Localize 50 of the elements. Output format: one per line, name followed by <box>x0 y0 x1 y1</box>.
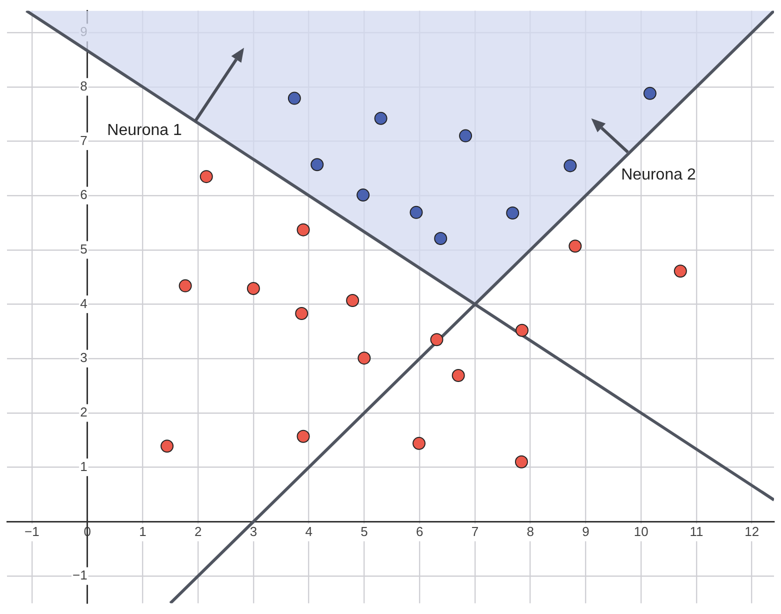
x-tick-label: 11 <box>690 524 704 540</box>
series-label: Neurona 1 <box>107 122 182 140</box>
y-tick-label: −1 <box>72 568 88 583</box>
point <box>506 206 520 220</box>
point <box>200 170 213 184</box>
point <box>160 440 174 453</box>
y-tick-label: 1 <box>80 458 88 474</box>
point <box>412 436 426 450</box>
x-tick-label: 9 <box>582 524 590 540</box>
y-tick-label: 7 <box>80 132 88 148</box>
y-tick-label: 3 <box>80 350 88 366</box>
point <box>410 206 423 219</box>
y-tick-label: 5 <box>80 242 88 257</box>
x-tick-label: −1 <box>24 524 40 540</box>
point <box>374 112 388 125</box>
point <box>434 232 448 246</box>
point <box>430 333 444 346</box>
point <box>459 129 472 142</box>
point <box>296 430 310 443</box>
x-tick-label: 6 <box>416 524 424 540</box>
x-tick-label: 4 <box>305 524 312 540</box>
point <box>178 279 192 292</box>
y-tick-label: 8 <box>80 78 88 94</box>
x-tick-label: 12 <box>744 524 760 540</box>
point <box>295 307 308 320</box>
point <box>514 455 528 468</box>
point <box>564 159 577 172</box>
point <box>356 188 370 202</box>
point <box>643 86 656 100</box>
x-tick-label: 7 <box>471 524 479 540</box>
point <box>310 158 324 172</box>
y-tick-label: 4 <box>80 296 88 311</box>
x-tick-label: 5 <box>360 524 368 540</box>
x-tick-label: 1 <box>139 524 146 540</box>
series-label: Neurona 2 <box>621 166 696 184</box>
x-tick-label: 2 <box>194 524 202 540</box>
point <box>452 368 465 382</box>
y-tick-label: 2 <box>80 404 88 420</box>
point <box>516 324 529 337</box>
point <box>246 282 260 296</box>
point <box>296 223 310 236</box>
point <box>568 240 582 253</box>
y-tick-label: 6 <box>80 187 88 202</box>
point <box>358 352 371 365</box>
point <box>674 264 687 278</box>
point <box>346 294 360 307</box>
x-tick-label: 3 <box>250 524 258 540</box>
x-tick-label: 10 <box>634 524 648 540</box>
point <box>288 92 301 105</box>
x-tick-label: 8 <box>526 524 534 540</box>
